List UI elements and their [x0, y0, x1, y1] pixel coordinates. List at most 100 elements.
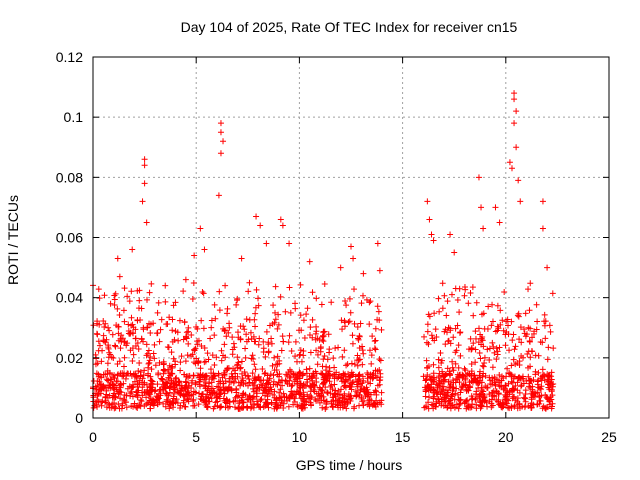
data-point [444, 329, 451, 336]
data-point [200, 397, 207, 404]
data-point [514, 387, 521, 394]
data-point [338, 399, 345, 406]
data-point [309, 316, 316, 323]
data-point [105, 324, 112, 331]
data-point [530, 401, 537, 408]
data-point [447, 400, 454, 407]
data-point [475, 339, 482, 346]
data-point [501, 288, 508, 295]
data-point [183, 329, 190, 336]
data-point [212, 315, 219, 322]
data-point [497, 307, 504, 314]
data-point [145, 389, 152, 396]
data-point [321, 280, 328, 287]
data-point [360, 270, 367, 277]
data-point [515, 310, 522, 317]
data-point [467, 335, 474, 342]
data-point [255, 341, 262, 348]
data-point [168, 349, 175, 356]
data-point [539, 366, 546, 373]
data-point [238, 255, 245, 262]
data-point [502, 393, 509, 400]
data-point [213, 354, 220, 361]
data-point [466, 383, 473, 390]
data-point [104, 377, 111, 384]
data-point [136, 297, 143, 304]
data-point [376, 399, 383, 406]
data-point [165, 344, 172, 351]
data-point [270, 372, 277, 379]
data-point [242, 345, 249, 352]
data-point [154, 309, 161, 316]
data-point [542, 335, 549, 342]
data-point [338, 317, 345, 324]
data-point [339, 378, 346, 385]
data-point [132, 343, 139, 350]
data-point [121, 285, 128, 292]
data-point [539, 405, 546, 412]
data-point [454, 296, 461, 303]
data-point [494, 398, 501, 405]
data-point [189, 295, 196, 302]
data-point [117, 335, 124, 342]
data-point [252, 310, 259, 317]
data-point [442, 392, 449, 399]
data-point [260, 345, 267, 352]
data-point [499, 317, 506, 324]
data-point [525, 373, 532, 380]
data-point [527, 325, 534, 332]
data-point [249, 352, 256, 359]
data-point [215, 384, 222, 391]
data-point [158, 375, 165, 382]
data-point [292, 338, 299, 345]
data-point [332, 397, 339, 404]
data-point [493, 356, 500, 363]
data-point [264, 396, 271, 403]
data-point [279, 377, 286, 384]
data-point [491, 349, 498, 356]
data-point [509, 395, 516, 402]
data-point [156, 338, 163, 345]
data-point [193, 324, 200, 331]
data-point [257, 404, 264, 411]
data-point [462, 286, 469, 293]
x-tick-label: 10 [292, 429, 308, 445]
data-point [320, 380, 327, 387]
data-point [297, 281, 304, 288]
data-point [207, 335, 214, 342]
data-point [93, 370, 100, 377]
data-point [472, 328, 479, 335]
data-point [501, 397, 508, 404]
data-point [548, 381, 555, 388]
data-point [468, 368, 475, 375]
data-point [431, 337, 438, 344]
data-point [259, 366, 266, 373]
data-point [475, 385, 482, 392]
data-point [341, 347, 348, 354]
data-point [518, 339, 525, 346]
data-point [450, 334, 457, 341]
data-point [469, 401, 476, 408]
x-tick-label: 20 [498, 429, 514, 445]
data-point [469, 379, 476, 386]
data-point [271, 388, 278, 395]
data-point [451, 249, 458, 256]
data-point [148, 280, 155, 287]
data-point [442, 402, 449, 409]
data-point [114, 255, 121, 262]
data-point [268, 335, 275, 342]
data-point [320, 338, 327, 345]
data-point [275, 321, 282, 328]
data-point [147, 354, 154, 361]
data-point [490, 392, 497, 399]
data-point [290, 371, 297, 378]
data-point [118, 338, 125, 345]
data-point [206, 380, 213, 387]
data-point [539, 339, 546, 346]
data-point [131, 378, 138, 385]
data-point [428, 377, 435, 384]
data-point [522, 333, 529, 340]
data-point [319, 333, 326, 340]
data-point [339, 404, 346, 411]
data-point [200, 382, 207, 389]
